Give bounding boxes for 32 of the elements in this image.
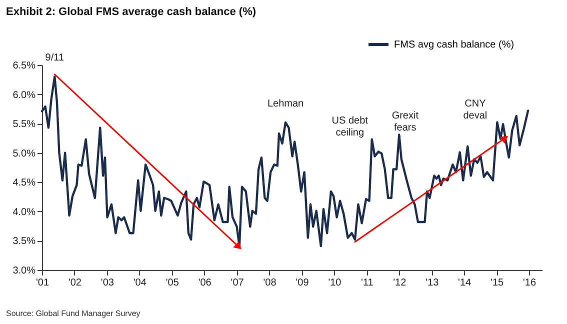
annotation: US debt ceiling	[332, 115, 368, 138]
x-tick-label: '16	[522, 278, 536, 288]
x-tick-label: '04	[133, 278, 147, 288]
y-tick-label: 4.0%	[12, 206, 36, 218]
annotation: Lehman	[267, 98, 304, 110]
x-tick-label: '14	[458, 278, 472, 288]
y-tick-label: 4.5%	[12, 178, 36, 189]
y-tick-label: 5.0%	[12, 148, 36, 160]
annotation: 9/11	[45, 52, 64, 64]
x-tick-label: '10	[328, 278, 342, 288]
x-tick-label: '01	[36, 278, 50, 288]
y-tick-label: 6.5%	[12, 60, 36, 72]
x-tick-label: '11	[361, 278, 374, 288]
y-tick-label: 3.0%	[12, 266, 36, 276]
chart-title: Exhibit 2: Global FMS average cash balance (%)	[6, 6, 256, 18]
x-tick-label: '03	[100, 278, 114, 288]
y-tick-label: 6.0%	[12, 90, 36, 101]
x-tick-label: '12	[393, 278, 407, 288]
x-tick-label: '02	[68, 278, 82, 288]
x-tick-label: '08	[263, 278, 277, 288]
x-tick-label: '15	[490, 278, 504, 288]
y-tick-label: 3.5%	[12, 236, 36, 248]
x-tick-label: '07	[230, 278, 244, 288]
x-tick-label: '05	[166, 278, 180, 288]
y-tick-label: 5.5%	[12, 119, 36, 130]
legend-label: FMS avg cash balance (%)	[394, 40, 514, 50]
annotation: Grexit fears	[392, 110, 419, 134]
source-note: Source: Global Fund Manager Survey	[6, 309, 140, 318]
annotation: CNY deval	[463, 98, 488, 122]
x-tick-label: '06	[198, 278, 212, 288]
x-tick-label: '09	[296, 278, 310, 288]
x-tick-label: '13	[426, 278, 440, 288]
